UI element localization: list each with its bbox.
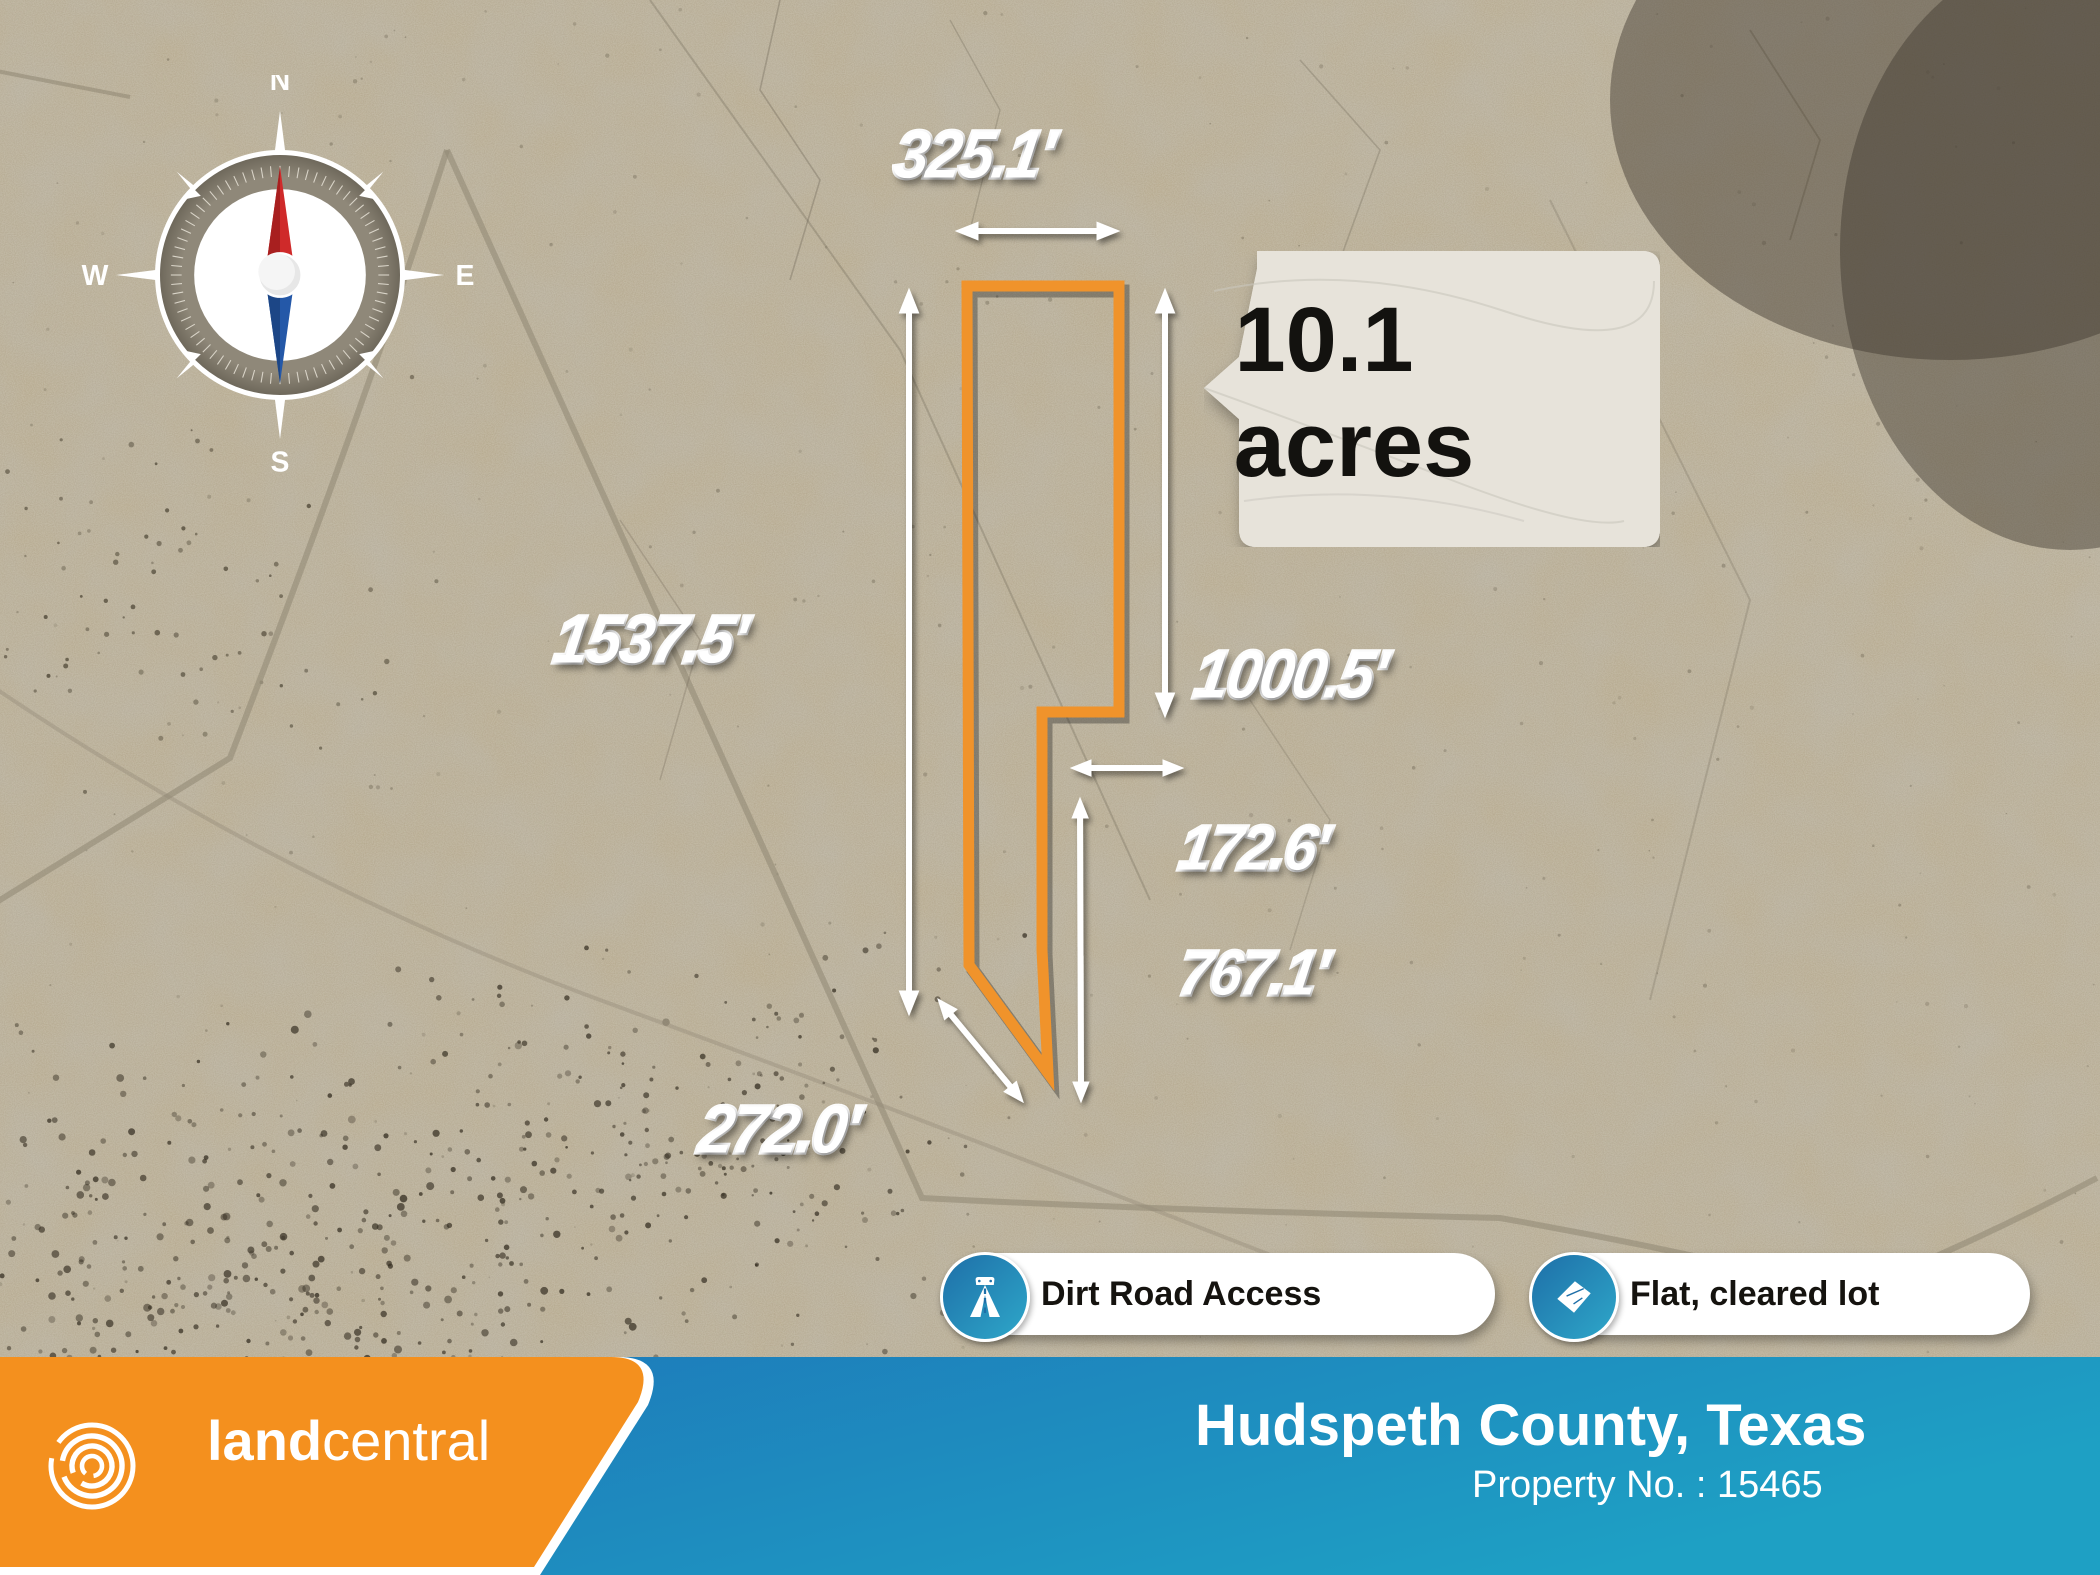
svg-text:acres: acres (1234, 394, 1474, 496)
svg-text:10.1: 10.1 (1234, 289, 1413, 391)
svg-text:landcentral: landcentral (207, 1409, 490, 1472)
svg-text:Property No. : 15465: Property No. : 15465 (1472, 1464, 1823, 1506)
svg-text:Hudspeth County, Texas: Hudspeth County, Texas (1195, 1393, 1866, 1458)
